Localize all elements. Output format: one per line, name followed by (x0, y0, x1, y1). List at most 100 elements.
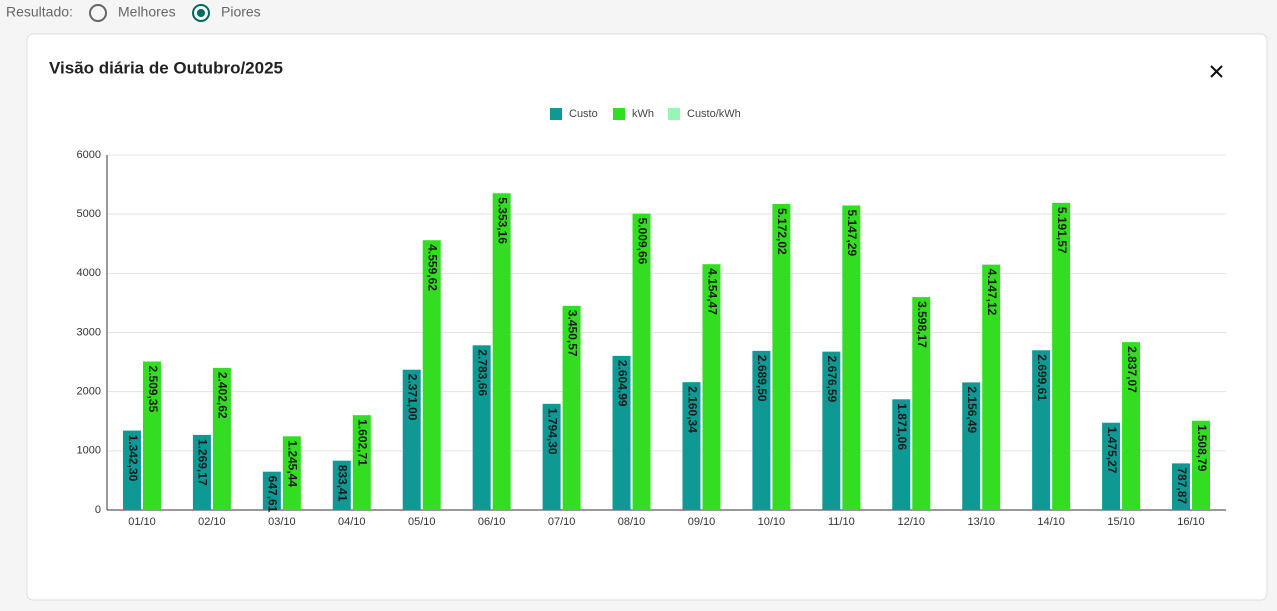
radio-dot (197, 9, 205, 17)
x-tick-label: 15/10 (1107, 516, 1135, 528)
y-tick-label: 6000 (77, 149, 101, 161)
legend-swatch (613, 108, 625, 120)
legend-label: Custo/kWh (687, 108, 741, 120)
y-tick-label: 4000 (77, 267, 101, 279)
data-label: 647,61 (266, 476, 280, 513)
legend-label: kWh (632, 108, 654, 120)
bar (1192, 420, 1211, 510)
data-label: 1.245,44 (286, 440, 300, 487)
data-label: 787,87 (1175, 467, 1189, 504)
y-tick-label: 2000 (77, 386, 101, 398)
x-tick-label: 09/10 (688, 516, 716, 528)
data-label: 4.147,12 (985, 269, 999, 316)
legend-swatch (550, 108, 562, 120)
data-label: 2.604,99 (615, 360, 629, 407)
data-label: 2.402,62 (216, 372, 230, 419)
bar (612, 355, 631, 510)
radio-label: Melhores (118, 4, 176, 20)
modal-title: Visão diária de Outubro/2025 (49, 58, 283, 77)
bar (1172, 463, 1191, 510)
radio-label: Piores (221, 4, 261, 20)
y-tick-label: 0 (95, 504, 101, 516)
data-label: 5.009,66 (635, 218, 649, 265)
x-tick-label: 05/10 (408, 516, 436, 528)
x-tick-label: 01/10 (128, 516, 156, 528)
bar (212, 367, 231, 510)
x-tick-label: 02/10 (198, 516, 226, 528)
x-tick-label: 06/10 (478, 516, 506, 528)
data-label: 3.450,57 (565, 310, 579, 357)
data-label: 2.509,35 (146, 366, 160, 413)
data-label: 3.598,17 (915, 301, 929, 348)
filter-label: Resultado: (6, 4, 73, 20)
bar (422, 240, 441, 511)
data-label: 4.559,62 (426, 244, 440, 291)
bar (1122, 342, 1141, 510)
bar (632, 213, 651, 510)
data-label: 2.689,50 (755, 355, 769, 402)
data-label: 1.871,06 (895, 403, 909, 450)
radio[interactable] (192, 4, 210, 22)
x-tick-label: 07/10 (548, 516, 576, 528)
x-tick-label: 12/10 (898, 516, 926, 528)
data-label: 5.353,16 (495, 197, 509, 244)
data-label: 1.269,17 (196, 439, 210, 486)
bar (192, 434, 211, 510)
bar (682, 382, 701, 510)
legend-swatch (668, 108, 680, 120)
radio[interactable] (89, 4, 107, 22)
y-tick-label: 3000 (77, 326, 101, 338)
bar (752, 350, 771, 510)
y-tick-label: 5000 (77, 208, 101, 220)
data-label: 5.172,02 (775, 208, 789, 255)
bar (332, 460, 351, 510)
bar (1102, 422, 1121, 510)
bar (982, 264, 1001, 510)
data-label: 2.156,49 (965, 386, 979, 433)
bar (892, 399, 911, 510)
data-label: 2.371,00 (406, 374, 420, 421)
bar (352, 415, 371, 510)
x-tick-label: 10/10 (758, 516, 786, 528)
data-label: 833,41 (336, 465, 350, 502)
bar (492, 193, 511, 510)
x-tick-label: 04/10 (338, 516, 366, 528)
x-tick-label: 13/10 (967, 516, 995, 528)
close-button[interactable] (1210, 65, 1223, 78)
bar (562, 305, 581, 510)
x-tick-label: 08/10 (618, 516, 646, 528)
bar (1052, 202, 1071, 511)
x-tick-label: 03/10 (268, 516, 296, 528)
bar (1032, 350, 1051, 510)
bar (912, 297, 931, 510)
bar (702, 264, 721, 510)
data-label: 1.602,71 (356, 419, 370, 466)
data-label: 1.794,30 (545, 408, 559, 455)
x-tick-label: 14/10 (1037, 516, 1065, 528)
data-label: 2.699,61 (1035, 354, 1049, 401)
data-label: 5.147,29 (845, 209, 859, 256)
bar (962, 382, 981, 510)
x-tick-label: 11/10 (828, 516, 855, 528)
bar (542, 403, 561, 510)
data-label: 2.783,66 (475, 349, 489, 396)
data-label: 1.508,79 (1195, 425, 1209, 472)
bar (402, 369, 421, 510)
bar (472, 345, 491, 510)
data-label: 2.676,59 (825, 356, 839, 403)
bar (842, 205, 861, 510)
data-label: 1.475,27 (1105, 427, 1119, 474)
bar (772, 203, 791, 510)
bar (822, 351, 841, 510)
x-tick-label: 16/10 (1177, 516, 1205, 528)
data-label: 2.160,34 (685, 386, 699, 433)
data-label: 4.154,47 (705, 268, 719, 315)
data-label: 1.342,30 (126, 435, 140, 482)
bar (282, 436, 301, 510)
bar (122, 430, 141, 510)
data-label: 5.191,57 (1055, 207, 1069, 254)
legend-label: Custo (569, 108, 598, 120)
y-tick-label: 1000 (77, 445, 101, 457)
